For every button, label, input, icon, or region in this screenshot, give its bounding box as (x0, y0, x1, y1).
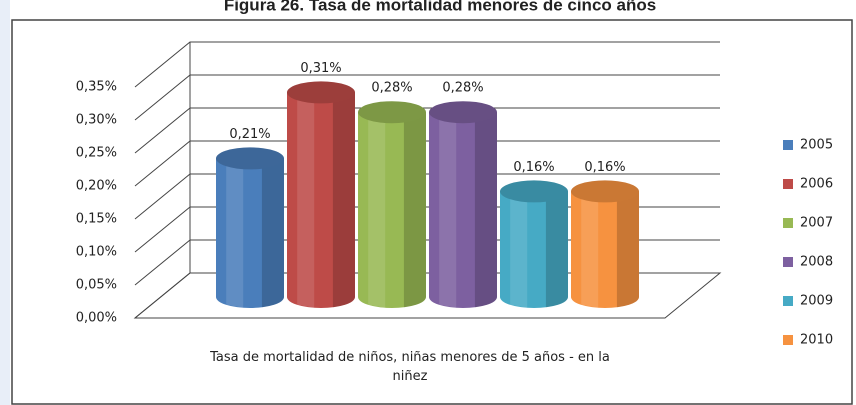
legend-swatch (783, 140, 793, 150)
cylinder-light (368, 112, 386, 308)
value-label: 0,28% (371, 81, 412, 96)
cylinder-light (439, 112, 457, 308)
cylinder-top (500, 180, 568, 203)
y-tick-label: 0,05% (76, 278, 117, 293)
cylinder-light (297, 92, 315, 308)
legend-swatch (783, 257, 793, 267)
grid-line (134, 41, 720, 88)
cylinder (571, 191, 639, 308)
y-tick-label: 0,15% (76, 212, 117, 227)
grid-line (134, 107, 720, 154)
value-label: 0,31% (300, 61, 341, 76)
legend-label: 2005 (800, 138, 833, 153)
legend-swatch (783, 179, 793, 189)
cylinder-shade (616, 191, 639, 308)
legend-label: 2008 (800, 255, 833, 270)
cylinder (287, 92, 355, 309)
cylinder-light (226, 158, 244, 308)
cylinder-shade (332, 92, 355, 308)
cylinder-top (287, 81, 355, 104)
cylinder-top (216, 147, 284, 170)
y-tick-label: 0,35% (76, 80, 117, 95)
x-tick-label: Tasa de mortalidad de niños, niñas menor… (209, 350, 610, 384)
grid-line (134, 74, 720, 121)
legend-swatch (783, 296, 793, 306)
cylinder-top (429, 101, 497, 124)
cylinder-top (358, 101, 426, 124)
cylinder-shade (403, 112, 426, 308)
cylinder (429, 112, 497, 308)
cylinder-shade (545, 191, 568, 308)
legend-label: 2009 (800, 294, 833, 309)
y-tick-label: 0,10% (76, 245, 117, 260)
cylinder (500, 191, 568, 308)
cylinder-light (510, 191, 528, 308)
cylinder-top (571, 180, 639, 203)
cylinder-light (581, 191, 599, 308)
y-tick-label: 0,20% (76, 179, 117, 194)
y-tick-label: 0,00% (76, 311, 117, 326)
value-label: 0,28% (442, 81, 483, 96)
value-label: 0,16% (584, 160, 625, 175)
page-edge (0, 0, 10, 405)
grid-line (134, 140, 720, 187)
y-tick-label: 0,30% (76, 113, 117, 128)
legend-swatch (783, 335, 793, 345)
cylinder-shade (474, 112, 497, 308)
legend-label: 2006 (800, 177, 833, 192)
chart-title: Figura 26. Tasa de mortalidad menores de… (224, 0, 656, 14)
y-tick-label: 0,25% (76, 146, 117, 161)
value-label: 0,16% (513, 160, 554, 175)
legend-label: 2007 (800, 216, 833, 231)
cylinder (358, 112, 426, 308)
cylinder (216, 158, 284, 308)
grid-line (134, 173, 720, 220)
value-label: 0,21% (229, 127, 270, 142)
cylinder-shade (261, 158, 284, 308)
legend-label: 2010 (800, 333, 833, 348)
legend-swatch (783, 218, 793, 228)
